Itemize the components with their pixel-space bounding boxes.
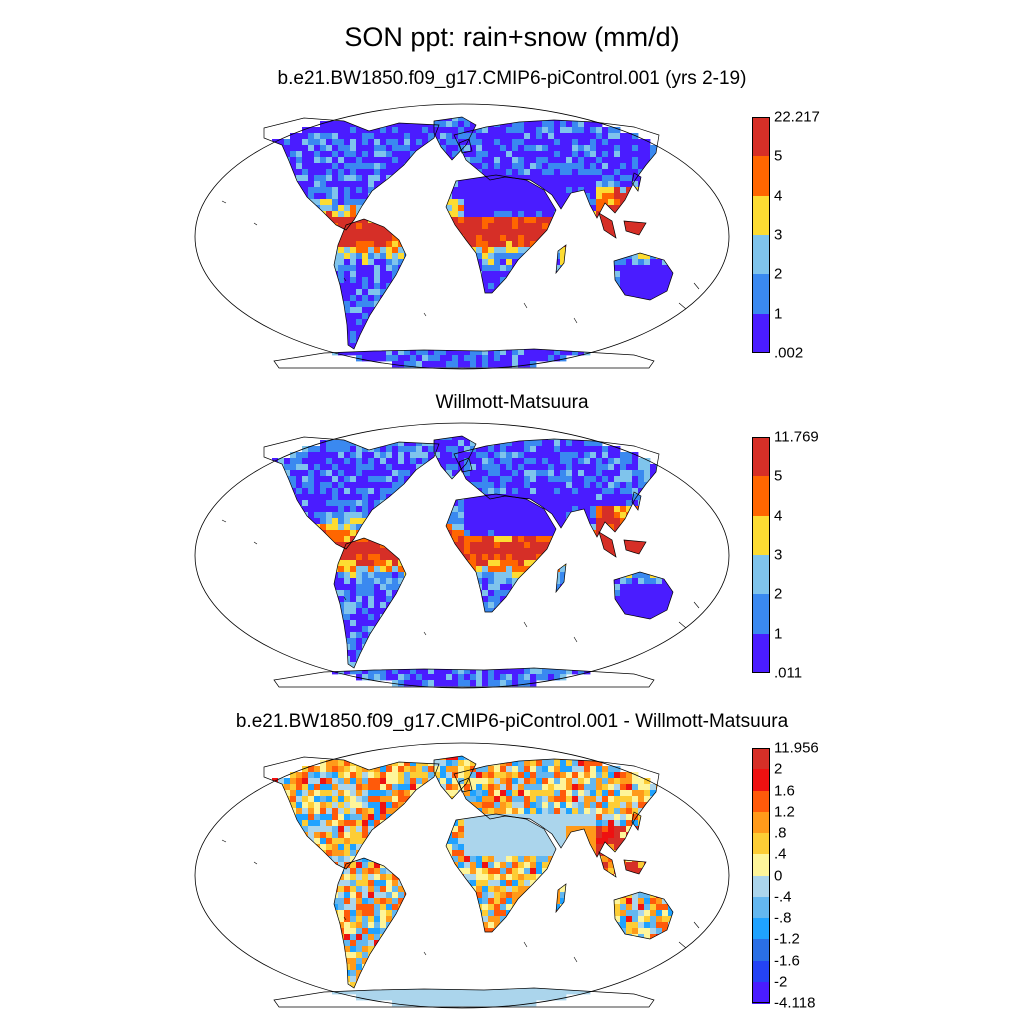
colorbar-label: -2 xyxy=(774,973,788,991)
panel-2-colorbar: 11.769 5 4 3 2 1 .011 xyxy=(752,429,819,682)
colorbar-box xyxy=(752,156,770,197)
colorbar-label: -1.6 xyxy=(774,952,800,969)
coastline-antarctica xyxy=(273,667,655,688)
colorbar-label: .002 xyxy=(774,344,804,362)
colorbar-label: 3 xyxy=(774,226,783,244)
coastline-australia xyxy=(613,891,674,940)
coastline-africa xyxy=(445,813,557,933)
map-border xyxy=(194,422,730,689)
colorbar-box xyxy=(752,235,770,275)
colorbar-box xyxy=(752,313,770,354)
colorbar-label: -4.118 xyxy=(774,994,816,1012)
coastline-madagascar xyxy=(555,563,567,594)
colorbar-label: 1.2 xyxy=(774,803,795,821)
colorbar-outline xyxy=(752,748,770,1003)
colorbar-box xyxy=(752,811,770,834)
panel-2-map xyxy=(194,422,730,689)
panel-1-colorbar: 22.217 5 4 3 2 1 .002 xyxy=(752,109,820,362)
coastline-namerica xyxy=(263,756,440,870)
colorbar-label: 3 xyxy=(774,546,783,564)
colorbar-outline xyxy=(752,117,770,353)
colorbar-box xyxy=(752,515,770,556)
coastline-samerica xyxy=(333,857,407,989)
map-border xyxy=(194,103,730,370)
colorbar-label: .011 xyxy=(774,664,803,682)
colorbar-label: 1.6 xyxy=(774,782,795,799)
coastline-samerica xyxy=(333,218,407,350)
panel-1-map xyxy=(194,103,730,370)
main-title: SON ppt: rain+snow (mm/d) xyxy=(344,22,680,52)
colorbar-label: -.8 xyxy=(774,909,792,927)
colorbar-label: 2 xyxy=(774,585,783,603)
coastline-samerica xyxy=(333,537,407,669)
colorbar-box xyxy=(752,833,770,855)
colorbar-box xyxy=(752,594,770,635)
coastline-madagascar xyxy=(555,883,567,914)
coastline-antarctica xyxy=(273,348,655,369)
colorbar-box xyxy=(752,476,770,517)
colorbar-label: .8 xyxy=(774,824,787,842)
colorbar-label: -.4 xyxy=(774,888,792,906)
colorbar-label: 22.217 xyxy=(774,108,820,126)
colorbar-box xyxy=(752,896,770,919)
coastline-africa xyxy=(445,174,557,294)
colorbar-label: 0 xyxy=(774,867,783,884)
coastline-australia xyxy=(613,252,674,301)
colorbar-label: 4 xyxy=(774,187,783,205)
colorbar-box xyxy=(752,748,770,770)
coastline-africa xyxy=(445,493,557,613)
colorbar-box xyxy=(752,117,770,157)
coastline-namerica xyxy=(263,436,440,550)
colorbar-outline xyxy=(752,437,770,673)
coastline-madagascar xyxy=(555,244,567,275)
colorbar-box xyxy=(752,769,770,791)
colorbar-label: 4 xyxy=(774,507,783,525)
coastline-antarctica xyxy=(273,987,655,1008)
colorbar-box xyxy=(752,854,770,876)
coastline-greenland xyxy=(433,116,477,161)
colorbar-box xyxy=(752,981,770,1004)
colorbar-box xyxy=(752,633,770,674)
colorbar-label: -1.2 xyxy=(774,930,800,948)
colorbar-label: 1 xyxy=(774,305,783,323)
colorbar-label: 5 xyxy=(774,467,783,485)
coastline-namerica xyxy=(263,117,440,231)
colorbar-label: 5 xyxy=(774,147,783,165)
colorbar-box xyxy=(752,195,770,236)
colorbar-box xyxy=(752,939,770,961)
panel-3-map xyxy=(194,742,730,1009)
colorbar-label: 11.956 xyxy=(774,739,819,757)
coastline-greenland xyxy=(433,435,477,480)
colorbar-box xyxy=(752,555,770,595)
colorbar-label: 2 xyxy=(774,265,783,283)
panel-2-title: Willmott-Matsuura xyxy=(435,392,589,413)
panel-1-title: b.e21.BW1850.f09_g17.CMIP6-piControl.001… xyxy=(277,68,747,89)
colorbar-label: .4 xyxy=(774,845,787,863)
panel-3-title: b.e21.BW1850.f09_g17.CMIP6-piControl.001… xyxy=(235,711,789,732)
colorbar-label: 11.769 xyxy=(774,428,819,446)
colorbar-box xyxy=(752,875,770,898)
panel-3-colorbar: 11.956 2 1.6 1.2 .8 .4 0 -.4 -.8 -1.2 -1.6 -2 -4.118 xyxy=(752,740,819,1012)
colorbar-box xyxy=(752,960,770,983)
colorbar-label: 2 xyxy=(774,760,783,778)
colorbar-box xyxy=(752,274,770,315)
coastline-australia xyxy=(613,571,674,620)
colorbar-label: 1 xyxy=(774,625,783,643)
colorbar-box xyxy=(752,790,770,813)
map-border xyxy=(194,742,730,1009)
colorbar-box xyxy=(752,918,770,940)
coastline-greenland xyxy=(433,755,477,800)
colorbar-box xyxy=(752,437,770,477)
